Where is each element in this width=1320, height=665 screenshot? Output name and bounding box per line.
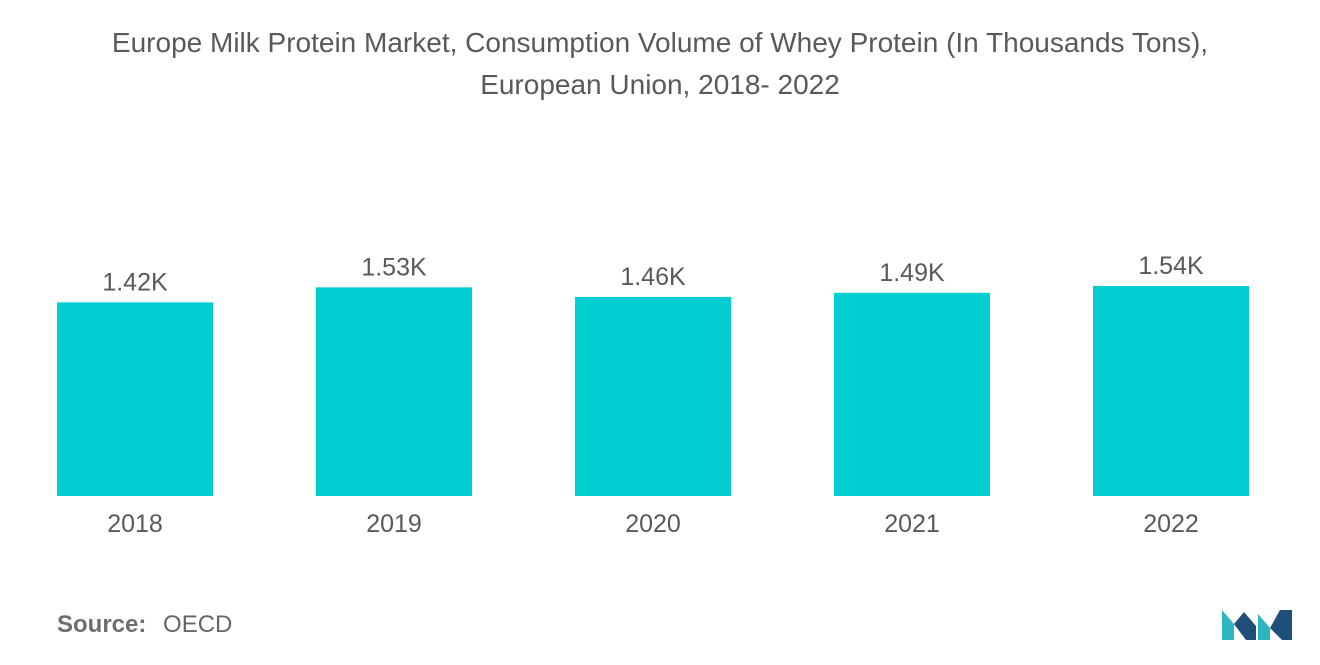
brand-logo-icon [1222,610,1292,640]
x-tick-label-2018: 2018 [107,510,163,538]
x-tick-label-2019: 2019 [366,510,422,538]
bar-2018 [57,302,213,496]
source-value: OECD [163,611,233,638]
data-label-2020: 1.46K [620,263,686,291]
bar-2022 [1093,286,1249,496]
bar-2021 [834,292,990,496]
source-label: Source: [57,611,147,638]
data-label-2022: 1.54K [1138,252,1204,280]
logo-shape-left [1222,610,1234,640]
chart-title-line-1: Europe Milk Protein Market, Consumption … [111,27,1209,58]
x-tick-label-2022: 2022 [1143,510,1199,538]
data-label-2019: 1.53K [361,253,427,281]
bar-2019 [316,287,472,496]
x-tick-label-2020: 2020 [625,510,681,538]
chart-title-line-2: European Union, 2018- 2022 [480,69,840,100]
chart-title: Europe Milk Protein Market, Consumption … [0,22,1320,106]
data-label-2018: 1.42K [102,268,168,296]
logo-shape-mid [1234,612,1256,640]
source-note: Source: OECD [57,611,232,639]
bar-2020 [575,296,731,496]
data-label-2021: 1.49K [879,259,945,287]
x-tick-label-2021: 2021 [884,510,940,538]
logo-shape-right-b [1270,610,1292,640]
logo-shape-right-a [1258,614,1270,640]
